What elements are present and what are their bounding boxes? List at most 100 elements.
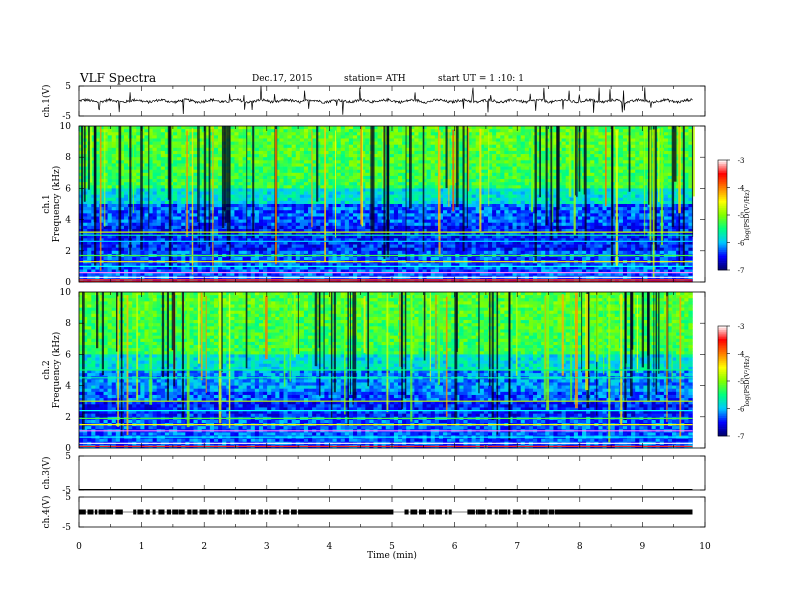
spectrogram-cell (500, 166, 505, 170)
spectrogram-cell (160, 185, 166, 189)
spectrogram-cell (455, 225, 460, 230)
spectrogram-cell (234, 154, 239, 158)
spectrogram-cell (516, 175, 522, 180)
spectrogram-cell (332, 163, 337, 167)
spectrogram-cell (258, 219, 264, 224)
spectrogram-cell (148, 197, 153, 202)
spectrogram-cell (680, 216, 685, 220)
spectrogram-cell (467, 147, 472, 152)
spectrogram-cell (516, 185, 522, 189)
spectrogram-cell (348, 210, 354, 214)
spectrogram-cell (402, 225, 407, 230)
spectrogram-cell (430, 141, 436, 146)
spectrogram-cell (365, 197, 370, 202)
spectrogram-cell (475, 166, 481, 170)
spectrogram-cell (463, 163, 468, 167)
spectrogram-cell (406, 225, 411, 230)
spectrogram-cell (107, 135, 113, 139)
spectrogram-cell (263, 141, 268, 146)
spectrogram-cell (635, 172, 640, 177)
spectrogram-cell (308, 185, 313, 189)
spectrogram-cell (238, 222, 243, 227)
spectrogram-cell (483, 207, 489, 211)
spectrogram-cell (91, 191, 96, 195)
spectrogram-cell (655, 188, 661, 192)
spectrogram-cell (303, 157, 309, 161)
spectrogram-cell (324, 135, 329, 139)
spectrogram-cell (487, 216, 493, 220)
spectrogram-cell (512, 213, 517, 217)
spectrogram-cell (111, 219, 117, 224)
spectrogram-cell (508, 213, 513, 217)
spectrogram-cell (667, 141, 673, 146)
spectrogram-cell (520, 182, 526, 186)
spectrogram-cell (111, 213, 117, 217)
spectrogram-cell (434, 188, 440, 192)
spectrogram-cell (95, 207, 100, 211)
spectrogram-cell (357, 225, 362, 230)
spectrogram-cell (639, 191, 644, 195)
spectrogram-cell (430, 207, 436, 211)
spectrogram-cell (508, 179, 513, 183)
spectrogram-cell (406, 182, 411, 186)
spectrogram-cell (688, 194, 693, 199)
spectrogram-cell (528, 222, 534, 227)
spectrogram-cell (684, 157, 689, 161)
spectrogram-cell (443, 166, 448, 170)
spectrogram-cell (353, 204, 358, 208)
spectrogram-cell (299, 132, 305, 136)
spectrogram-cell (95, 160, 100, 164)
spectrogram-cell (332, 172, 337, 177)
spectrogram-cell (639, 225, 644, 230)
spectrogram-cell (193, 126, 198, 130)
spectrogram-cell (205, 154, 211, 158)
spectrogram-cell (308, 207, 313, 211)
spectrogram-cell (348, 213, 354, 217)
spectrogram-cell (520, 225, 526, 230)
spectrogram-cell (95, 188, 100, 192)
spectrogram-cell (115, 179, 121, 183)
spectrogram-cell (365, 157, 370, 161)
spectrogram-cell (398, 185, 403, 189)
spectrogram-cell (316, 182, 321, 186)
spectrogram-cell (500, 172, 505, 177)
spectrogram-cell (389, 213, 395, 217)
spectrogram-cell (291, 225, 297, 230)
spectrogram-cell (508, 182, 513, 186)
spectrogram-cell (471, 150, 477, 155)
spectrogram-cell (684, 138, 689, 142)
spectrogram-cell (193, 200, 198, 205)
spectrogram-cell (99, 213, 104, 217)
spectrogram-cell (152, 200, 158, 205)
spectrogram-cell (426, 172, 432, 177)
spectrogram-cell (594, 175, 599, 180)
spectrogram-cell (496, 216, 501, 220)
spectrogram-cell (561, 222, 566, 227)
spectrogram-cell (111, 150, 117, 155)
spectrogram-cell (618, 160, 624, 164)
spectrogram-cell (598, 126, 603, 130)
spectrogram-cell (471, 200, 477, 205)
spectrogram-cell (643, 154, 648, 158)
spectrogram-cell (303, 219, 309, 224)
spectrogram-cell (177, 213, 182, 217)
spectrogram-cell (91, 216, 96, 220)
spectrogram-cell (83, 200, 88, 205)
spectrogram-cell (136, 138, 141, 142)
spectrogram-cell (336, 191, 342, 195)
spectrogram-cell (299, 175, 305, 180)
spectrogram-cell (144, 185, 149, 189)
spectrogram-cell (246, 132, 252, 136)
spectrogram-cell (99, 216, 104, 220)
spectrogram-cell (267, 166, 272, 170)
spectrogram-cell (148, 141, 153, 146)
spectrogram-cell (553, 204, 558, 208)
spectrogram-cell (115, 129, 121, 133)
spectrogram-cell (205, 175, 211, 180)
spectrogram-cell (193, 216, 198, 220)
spectrogram-cell (91, 163, 96, 167)
spectrogram-cell (312, 204, 317, 208)
spectrogram-cell (430, 166, 436, 170)
spectrogram-cell (230, 160, 235, 164)
spectrogram-cell (606, 185, 611, 189)
